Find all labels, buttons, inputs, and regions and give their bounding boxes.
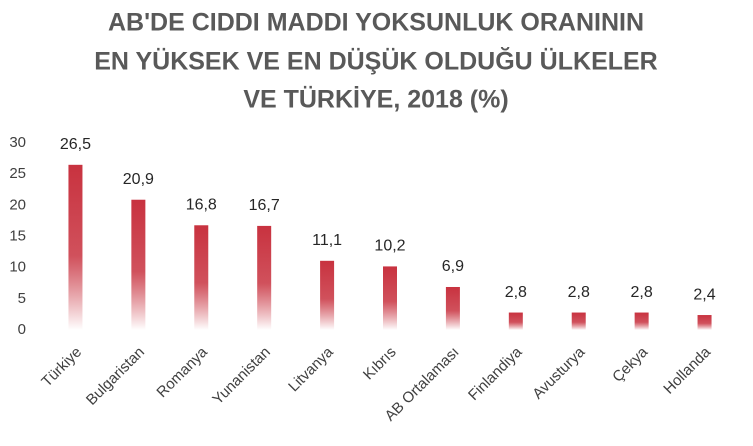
bar: [508, 312, 523, 330]
chart-title: VE TÜRKİYE, 2018 (%): [243, 85, 508, 114]
y-tick-label: 10: [9, 259, 26, 276]
bar: [571, 312, 586, 330]
value-label: 26,5: [60, 136, 91, 153]
value-label: 2,8: [505, 284, 527, 301]
bar: [383, 266, 397, 330]
x-tick-label: Finlandiya: [465, 343, 526, 404]
y-tick-label: 0: [18, 321, 26, 338]
bar: [320, 260, 335, 330]
value-label: 20,9: [123, 171, 154, 188]
value-label: 10,2: [374, 238, 405, 255]
x-tick-label: Romanya: [153, 343, 211, 401]
x-tick-label: Bulgaristan: [83, 344, 148, 409]
x-tick-label: Avusturya: [529, 343, 588, 402]
value-label: 11,1: [312, 232, 342, 249]
bar: [445, 286, 460, 330]
value-label: 2,8: [631, 284, 653, 301]
x-tick-label: Litvanya: [285, 343, 337, 395]
chart-title: EN YÜKSEK VE EN DÜŞÜK OLDUĞU ÜLKELER: [94, 47, 658, 76]
value-label: 2,8: [568, 284, 590, 301]
x-tick-label: Kıbrıs: [360, 344, 400, 384]
y-tick-label: 5: [18, 290, 26, 307]
value-label: 2,4: [693, 286, 715, 303]
chart-title: AB'DE CIDDI MADDI YOKSUNLUK ORANININ: [108, 9, 644, 37]
x-tick-label: Çekya: [609, 343, 652, 386]
bar: [68, 164, 83, 330]
x-tick-label: Yunanistan: [209, 344, 274, 409]
x-tick-label: Türkiye: [38, 344, 85, 391]
y-tick-label: 30: [9, 134, 26, 151]
bar: [634, 312, 649, 330]
bar: [257, 225, 272, 330]
y-tick-label: 25: [9, 165, 26, 182]
value-label: 6,9: [442, 258, 464, 275]
bar: [697, 315, 712, 330]
bar: [131, 199, 146, 330]
y-tick-label: 15: [9, 227, 26, 244]
x-tick-label: Hollanda: [660, 343, 714, 397]
y-tick-label: 20: [9, 196, 26, 213]
bar: [194, 225, 209, 330]
value-label: 16,7: [249, 197, 280, 214]
value-label: 16,8: [186, 196, 217, 213]
